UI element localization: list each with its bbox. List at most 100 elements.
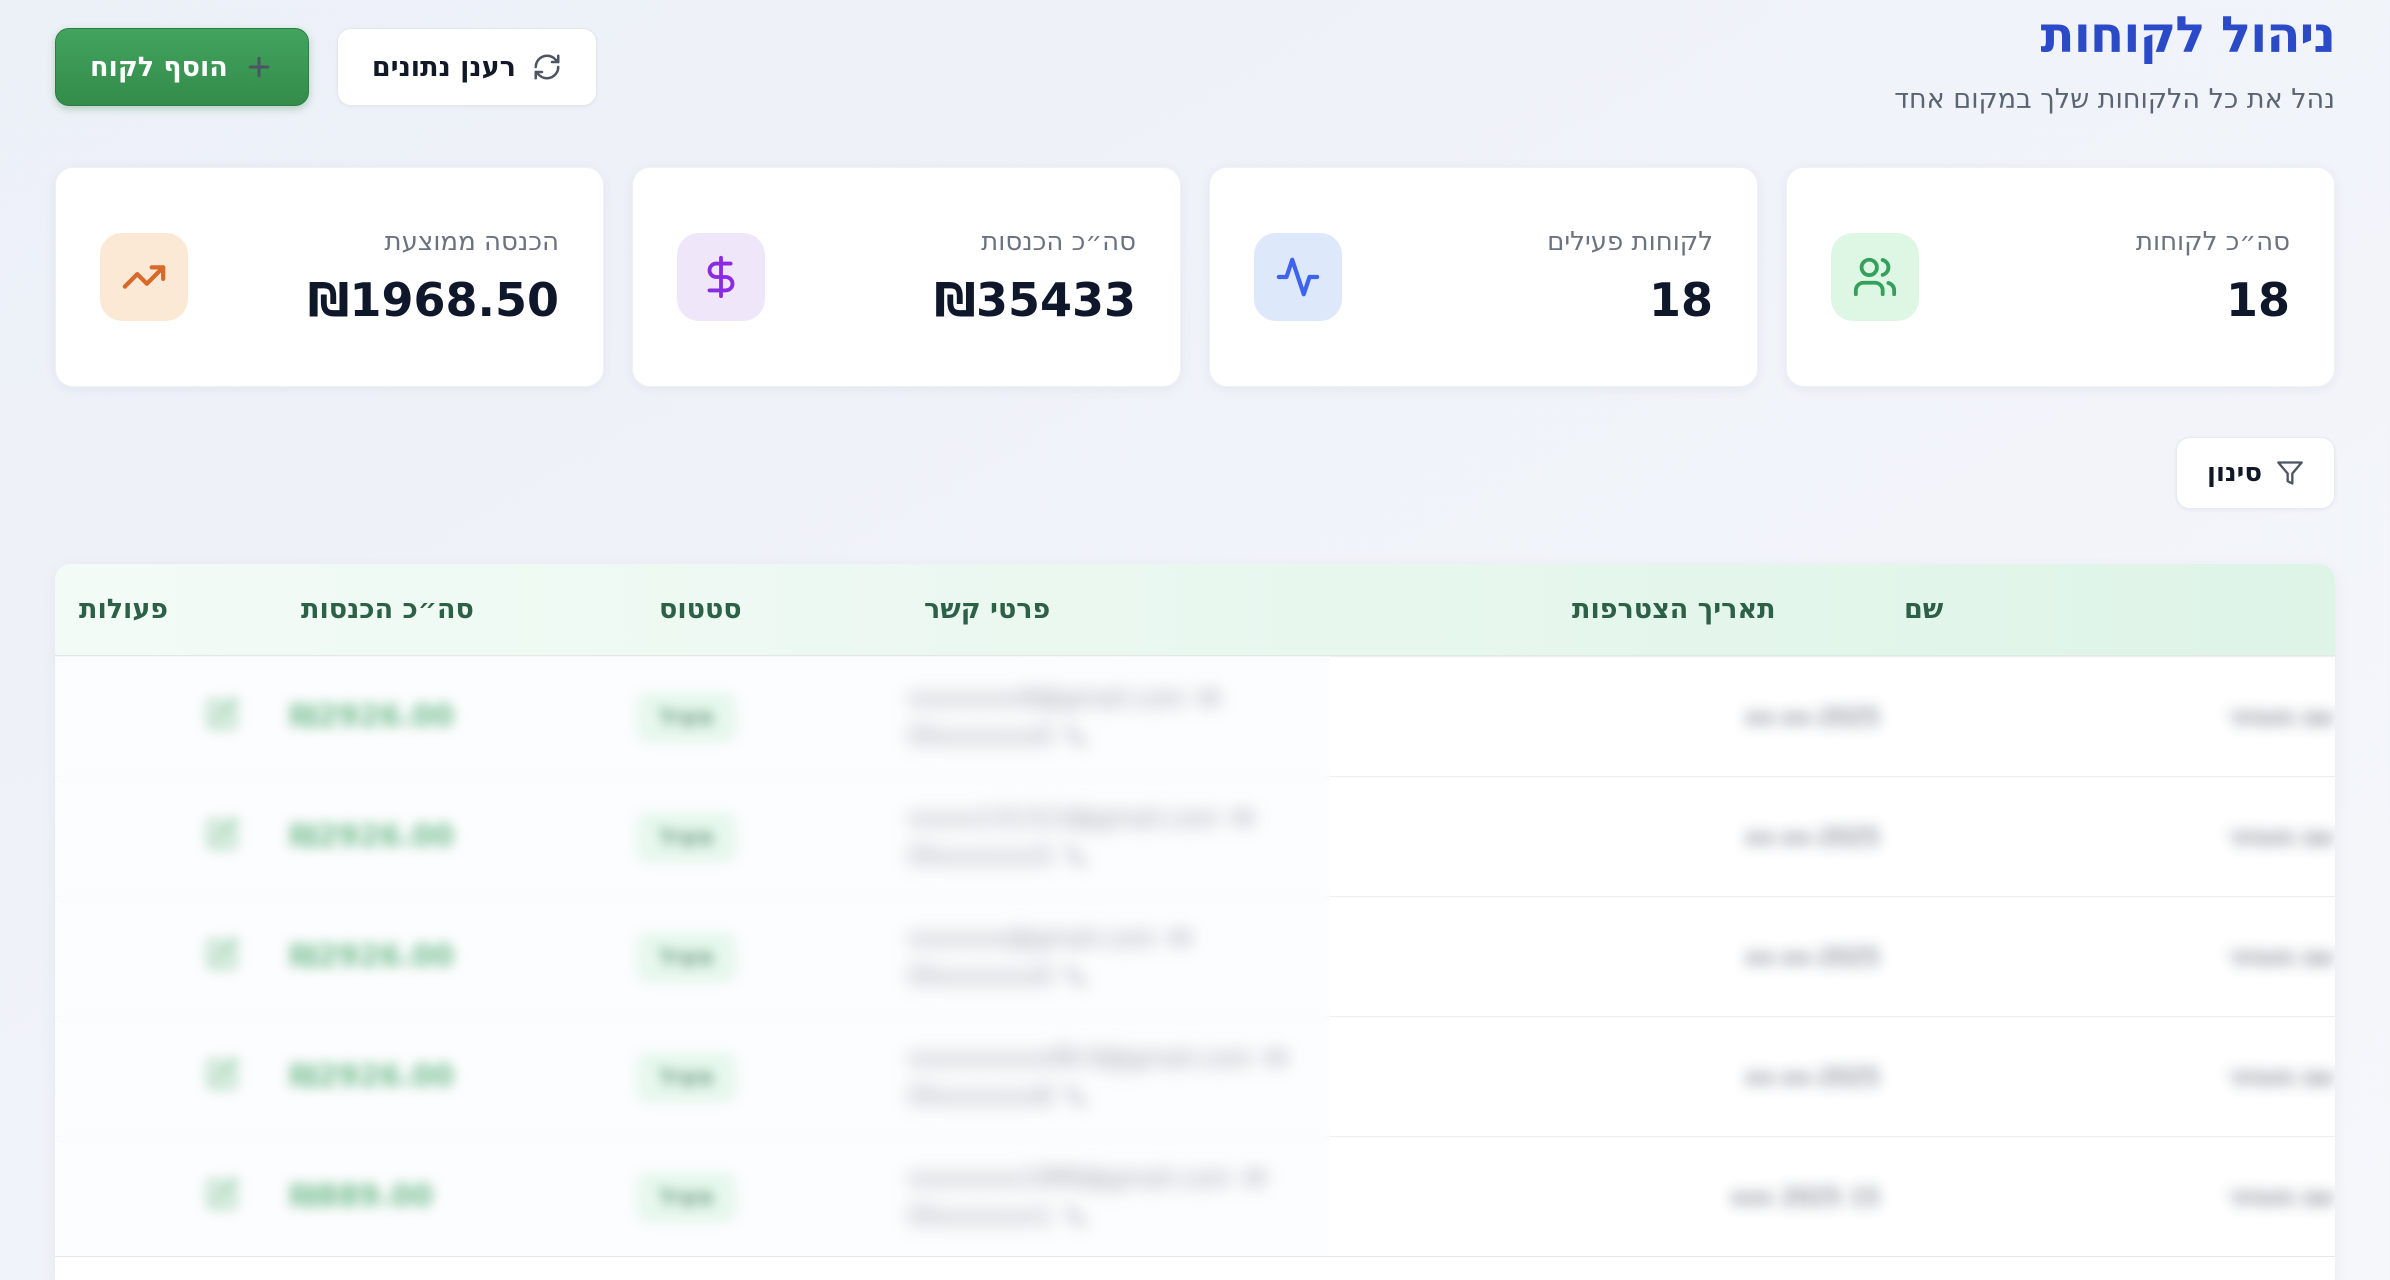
stat-text: לקוחות פעילים 18 [1547, 227, 1713, 327]
actions-cell [55, 937, 277, 977]
actions-cell [55, 1057, 277, 1097]
mail-icon [1198, 687, 1220, 709]
contact-details: xxxxxxxx1999@gmail.com 05xxxxxxx1 [900, 1164, 1548, 1230]
title-block: ניהול לקוחות נהל את כל הלקוחות שלך במקום… [1894, 6, 2336, 115]
status-cell: פעיל [635, 692, 900, 741]
header-join-date: תאריך הצטרפות [1572, 594, 1776, 625]
table-row: שם מוסתר 2025-xx-xx xxxxxxx@gmail.com 05… [55, 896, 2335, 1016]
actions-cell [55, 817, 277, 857]
status-cell: פעיל [635, 812, 900, 861]
table-row: שם מוסתר 2025-xx-xx xxxxxxxxxx99.9@gmail… [55, 1016, 2335, 1136]
customer-name: שם מוסתר [2226, 942, 2335, 971]
page-title: ניהול לקוחות [2040, 6, 2336, 64]
status-badge: פעיל [637, 692, 737, 741]
header-contact: פרטי קשר [924, 594, 1051, 625]
revenue-cell: ₪2926.00 [290, 1059, 454, 1094]
status-badge: פעיל [637, 812, 737, 861]
edit-button[interactable] [205, 937, 239, 971]
dollar-icon [677, 233, 765, 321]
join-date: 2025-xx-xx [1744, 822, 1880, 851]
mail-icon [1244, 1167, 1266, 1189]
customer-name: שם מוסתר [2226, 1062, 2335, 1091]
trending-up-icon [100, 233, 188, 321]
page-header: ניהול לקוחות נהל את כל הלקוחות שלך במקום… [55, 0, 2336, 115]
phone-icon [1065, 1085, 1087, 1107]
revenue-cell: ₪2926.00 [290, 699, 454, 734]
revenue-cell: ₪2926.00 [290, 939, 454, 974]
page-subtitle: נהל את כל הלקוחות שלך במקום אחד [1894, 84, 2335, 115]
edit-button[interactable] [205, 1177, 239, 1211]
activity-icon [1254, 233, 1342, 321]
phone-icon [1065, 965, 1087, 987]
join-date: 2025-xx-xx [1744, 702, 1880, 731]
add-customer-button[interactable]: הוסף לקוח [55, 28, 309, 106]
stat-text: סה״כ הכנסות ₪35433 [934, 227, 1136, 327]
stat-label: לקוחות פעילים [1547, 227, 1713, 257]
stat-card-total-customers: סה״כ לקוחות 18 [1786, 167, 2335, 387]
header-actions: פעולות [79, 594, 169, 625]
join-date: 15 xxx 2025 [1730, 1182, 1880, 1211]
contact-details: xxxxxxxx9@gmail.com 05xxxxxxx0 [900, 684, 1548, 750]
contact-details: xxxxxxx@gmail.com 05xxxxxxx0 [900, 924, 1548, 990]
table-row: שם מוסתר 15 xxx 2025 xxxxxxxx1999@gmail.… [55, 1136, 2335, 1256]
refresh-button-label: רענן נתונים [371, 51, 516, 83]
stat-text: הכנסה ממוצעת ₪1968.50 [308, 227, 559, 327]
stat-value: 18 [2225, 273, 2290, 327]
customer-name: שם מוסתר [2226, 822, 2335, 851]
filter-row: סינון [55, 437, 2335, 509]
filter-button-label: סינון [2207, 458, 2262, 488]
stat-label: סה״כ לקוחות [2135, 227, 2290, 257]
mail-icon [1265, 1047, 1287, 1069]
contact-details: xxxxx131313@gmail.com 05xxxxxxx5 [900, 804, 1548, 870]
customer-name: שם מוסתר [2226, 1182, 2335, 1211]
stat-value: ₪1968.50 [307, 273, 559, 327]
status-cell: פעיל [635, 932, 900, 981]
stat-card-total-revenue: סה״כ הכנסות ₪35433 [632, 167, 1181, 387]
edit-button[interactable] [205, 817, 239, 851]
revenue-cell: ₪2926.00 [290, 819, 454, 854]
table-row: שם מוסתר 2025-xx-xx xxxxxxxx9@gmail.com … [55, 656, 2335, 776]
header-status: סטטוס [659, 594, 742, 625]
contact-details: xxxxxxxxxx99.9@gmail.com 05xxxxxxx8 [900, 1044, 1548, 1110]
add-button-label: הוסף לקוח [90, 51, 228, 83]
edit-button[interactable] [205, 697, 239, 731]
header-name: שם [1904, 594, 1944, 625]
stats-row: סה״כ לקוחות 18 לקוחות פעילים 18 סה״כ הכנ… [55, 167, 2335, 387]
stat-label: הכנסה ממוצעת [384, 227, 559, 257]
refresh-icon [532, 52, 562, 82]
status-badge: פעיל [637, 932, 737, 981]
phone-icon [1065, 1205, 1087, 1227]
status-cell: פעיל [635, 1052, 900, 1101]
mail-icon [1232, 807, 1254, 829]
stat-card-average-revenue: הכנסה ממוצעת ₪1968.50 [55, 167, 604, 387]
actions-cell [55, 697, 277, 737]
edit-button[interactable] [205, 1057, 239, 1091]
join-date: 2025-xx-xx [1744, 942, 1880, 971]
status-cell: פעיל [635, 1172, 900, 1221]
customer-name: שם מוסתר [2226, 702, 2335, 731]
stat-value: 18 [1648, 273, 1713, 327]
stat-text: סה״כ לקוחות 18 [2136, 227, 2290, 327]
refresh-data-button[interactable]: רענן נתונים [336, 28, 597, 106]
stat-card-active-customers: לקוחות פעילים 18 [1209, 167, 1758, 387]
status-badge: פעיל [637, 1052, 737, 1101]
mail-icon [1169, 927, 1191, 949]
stat-label: סה״כ הכנסות [981, 227, 1136, 257]
filter-button[interactable]: סינון [2176, 437, 2335, 509]
phone-icon [1065, 725, 1087, 747]
phone-icon [1065, 845, 1087, 867]
table-row-partial [55, 1256, 2335, 1280]
status-badge: פעיל [637, 1172, 737, 1221]
header-revenue: סה״כ הכנסות [301, 594, 474, 625]
join-date: 2025-xx-xx [1744, 1062, 1880, 1091]
toolbar: רענן נתונים הוסף לקוח [55, 28, 597, 106]
revenue-cell: ₪889.00 [290, 1179, 433, 1214]
stat-value: ₪35433 [934, 273, 1136, 327]
table-header-row: שם תאריך הצטרפות פרטי קשר סטטוס סה״כ הכנ… [55, 564, 2335, 656]
filter-funnel-icon [2276, 459, 2304, 487]
actions-cell [55, 1177, 277, 1217]
plus-icon [244, 52, 274, 82]
users-icon [1831, 233, 1919, 321]
table-row: שם מוסתר 2025-xx-xx xxxxx131313@gmail.co… [55, 776, 2335, 896]
